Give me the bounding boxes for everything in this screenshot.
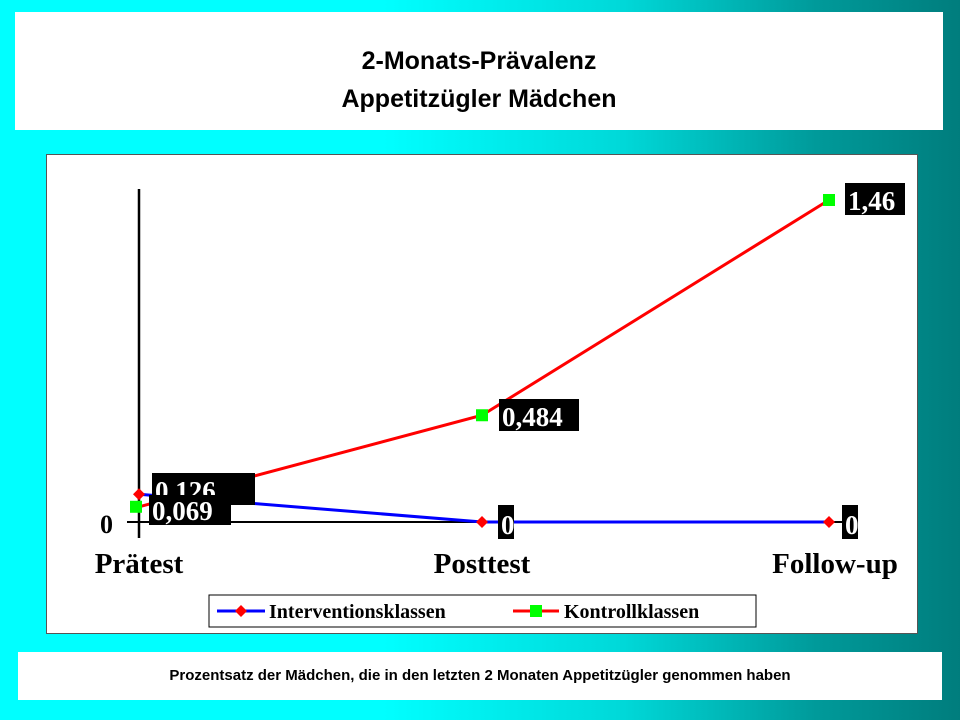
legend-marker-interventionsklassen [235,605,247,617]
data-label-kontrollklassen-posttest-box [499,399,579,431]
marker-kontrollklassen-follow-up [823,194,835,206]
series-line-kontrollklassen [138,198,830,509]
y-tick-label: 0 [100,510,113,539]
data-label-interventionsklassen-posttest-box [498,505,514,539]
data-label-kontrollklassen-praetest: 0,069 [152,496,213,526]
title-panel: 2-Monats-Prävalenz Appetitzügler Mädchen [15,12,943,130]
legend-label-interventionsklassen: Interventionsklassen [269,601,446,623]
data-label-kontrollklassen-followup-box [845,183,905,215]
legend-box [208,594,757,628]
data-label-interventionsklassen-followup: 0 [845,510,859,540]
marker-kontrollklassen-posttest [476,409,488,422]
marker-interventionsklassen-follow-up [823,516,835,528]
x-tick-label-posttest: Posttest [434,548,531,580]
chart-title-line-1: 2-Monats-Prävalenz [361,47,597,75]
legend-label-kontrollklassen: Kontrollklassen [564,601,699,623]
marker-interventionsklassen-posttest [476,516,488,528]
data-label-interventionsklassen-followup-box [842,505,858,539]
data-label-kontrollklassen-followup: 1,46 [848,186,895,216]
legend-marker-kontrollklassen [530,605,542,617]
marker-kontrollklassen-prätest [130,500,142,513]
caption-panel: Prozentsatz der Mädchen, die in den letz… [18,652,942,700]
chart-caption: Prozentsatz der Mädchen, die in den letz… [169,667,791,684]
x-tick-label-follow-up: Follow-up [772,548,898,580]
data-label-interventionsklassen-posttest: 0 [501,510,515,540]
chart-panel: 0 Prätest Posttest Follow-up 0,126 0 0 0,069 0,4… [46,154,918,634]
data-label-kontrollklassen-posttest: 0,484 [502,402,563,432]
x-tick-label-prätest: Prätest [95,548,184,580]
marker-interventionsklassen-prätest [133,488,145,501]
data-label-kontrollklassen-praetest-box [149,495,231,525]
chart-title-line-2: Appetitzügler Mädchen [341,85,617,113]
